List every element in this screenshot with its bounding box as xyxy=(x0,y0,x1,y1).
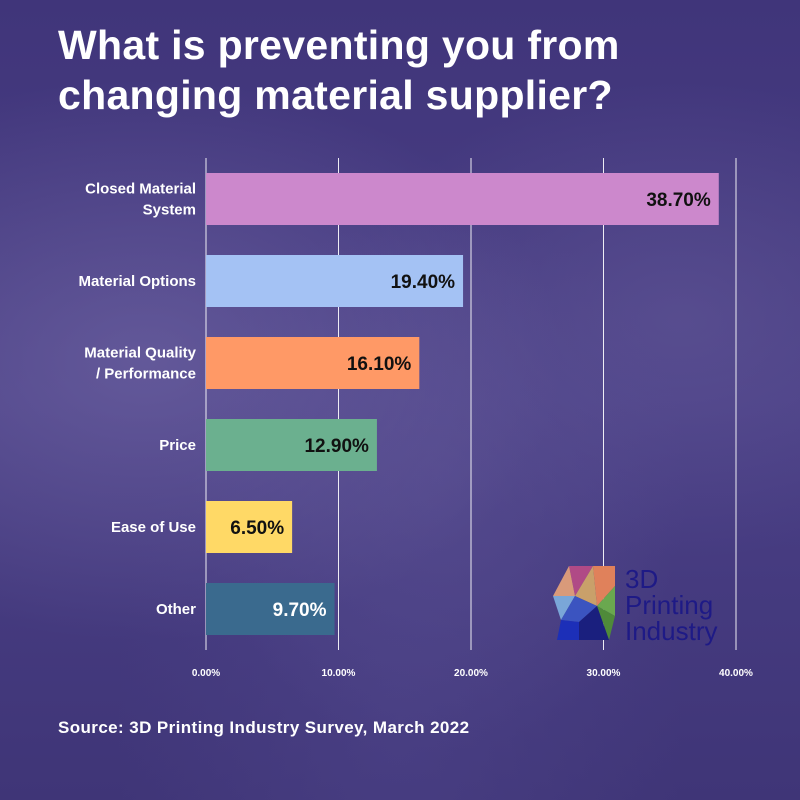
bar xyxy=(206,337,420,389)
category-labels: Closed Material System Material Options Mat… xyxy=(78,181,196,619)
3d-printing-industry-cube-icon xyxy=(553,566,615,640)
data-label: 12.90% xyxy=(304,436,369,457)
data-label: 9.70% xyxy=(273,600,327,621)
x-tick-label: 0.00% xyxy=(192,668,220,679)
category-label: Closed Material System xyxy=(85,181,196,219)
data-label: 38.70% xyxy=(646,190,711,211)
data-label: 16.10% xyxy=(347,354,412,375)
data-label: 19.40% xyxy=(391,272,456,293)
logo-line-3: Industry xyxy=(625,616,718,646)
bar xyxy=(206,583,335,635)
x-tick-label: 40.00% xyxy=(719,668,753,679)
chart-title: What is preventing you from changing mat… xyxy=(58,22,620,118)
x-tick-label: 30.00% xyxy=(587,668,621,679)
bar xyxy=(206,501,293,553)
category-label: Price xyxy=(159,437,196,454)
logo-line-1: 3D xyxy=(625,564,659,594)
bar xyxy=(206,255,464,307)
bars xyxy=(206,173,719,635)
logo-line-2: Printing xyxy=(625,590,714,620)
x-tick-label: 10.00% xyxy=(322,668,356,679)
logo-wordmark: 3D Printing Industry xyxy=(625,566,718,644)
brand-logo: 3D Printing Industry xyxy=(553,566,753,646)
value-labels: 38.70% 19.40% 16.10% 12.90% 6.50% 9.70% xyxy=(230,190,711,621)
category-label: Other xyxy=(156,601,196,618)
x-tick-label: 20.00% xyxy=(454,668,488,679)
source-note: Source: 3D Printing Industry Survey, Mar… xyxy=(58,718,470,737)
category-label: Ease of Use xyxy=(111,519,196,536)
category-label: Material Options xyxy=(78,273,196,290)
x-axis-ticks: 0.00% 10.00% 20.00% 30.00% 40.00% xyxy=(192,668,753,679)
category-label: Material Quality / Performance xyxy=(84,345,196,383)
bar xyxy=(206,419,377,471)
bar-chart: Closed Material System Material Options Mat… xyxy=(78,158,753,679)
bar xyxy=(206,173,719,225)
data-label: 6.50% xyxy=(230,518,284,539)
